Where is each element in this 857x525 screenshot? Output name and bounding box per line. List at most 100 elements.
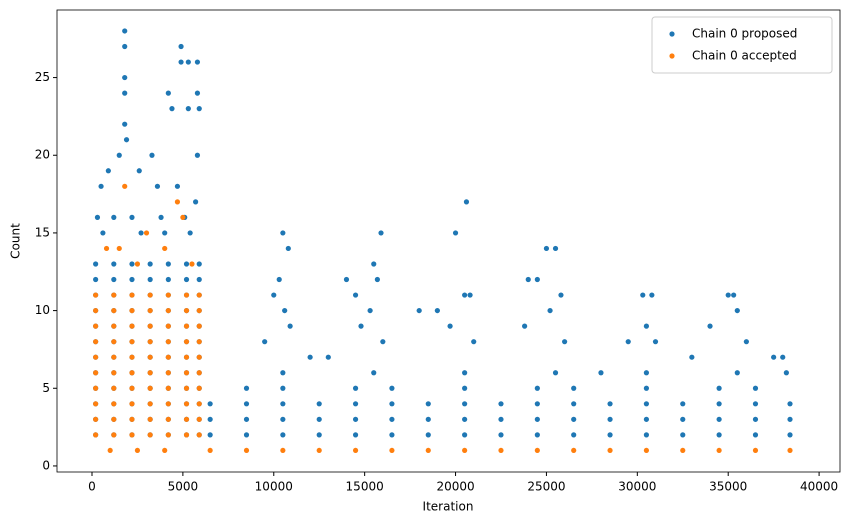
point xyxy=(389,447,395,454)
y-tick-label: 20 xyxy=(35,148,50,162)
x-tick-label: 40000 xyxy=(800,480,838,494)
legend-label: Chain 0 proposed xyxy=(692,27,797,41)
point xyxy=(143,230,150,236)
point xyxy=(425,416,431,422)
point xyxy=(416,307,422,314)
point xyxy=(93,307,99,314)
point xyxy=(196,354,202,360)
point xyxy=(716,385,722,391)
y-tick-label: 0 xyxy=(42,458,50,472)
point xyxy=(316,401,322,407)
point xyxy=(462,447,468,454)
point xyxy=(183,339,190,345)
point xyxy=(343,276,350,283)
x-tick-label: 15000 xyxy=(346,480,384,494)
point xyxy=(562,339,568,345)
point xyxy=(138,230,144,236)
point xyxy=(174,199,181,205)
point xyxy=(534,385,540,391)
y-tick-label: 5 xyxy=(42,381,50,395)
point xyxy=(185,106,191,112)
point xyxy=(447,323,453,329)
point xyxy=(640,292,646,298)
point xyxy=(780,354,786,360)
point xyxy=(147,432,153,438)
point xyxy=(194,90,201,96)
point xyxy=(165,354,171,360)
point xyxy=(129,276,135,283)
point xyxy=(643,432,650,438)
point xyxy=(725,292,731,298)
point xyxy=(280,230,286,236)
point xyxy=(707,323,713,329)
plot-frame xyxy=(56,9,841,473)
point xyxy=(129,323,135,329)
point xyxy=(93,339,99,345)
x-tick-label: 30000 xyxy=(618,480,656,494)
point xyxy=(147,339,153,345)
point xyxy=(462,432,468,438)
point xyxy=(534,401,540,407)
point xyxy=(147,261,153,267)
point xyxy=(147,385,153,391)
point xyxy=(93,416,99,422)
point xyxy=(280,432,286,438)
point xyxy=(98,183,104,189)
point xyxy=(116,245,122,252)
point xyxy=(282,307,288,314)
point xyxy=(129,261,135,267)
point xyxy=(752,447,759,454)
point xyxy=(165,90,171,96)
point xyxy=(787,432,793,438)
legend-box xyxy=(651,16,833,74)
point xyxy=(196,401,202,407)
point xyxy=(122,90,128,96)
point xyxy=(111,385,117,391)
point xyxy=(183,432,190,438)
point xyxy=(158,214,164,220)
point xyxy=(316,432,322,438)
point xyxy=(643,401,650,407)
point xyxy=(380,339,386,345)
point xyxy=(111,432,117,438)
point xyxy=(187,230,193,236)
point xyxy=(716,416,722,422)
legend-marker xyxy=(669,31,675,37)
point xyxy=(643,370,650,376)
point xyxy=(371,370,377,376)
y-tick-label: 25 xyxy=(35,70,50,84)
x-tick-label: 10000 xyxy=(255,480,293,494)
point xyxy=(649,292,655,298)
point xyxy=(93,354,99,360)
point xyxy=(196,385,202,391)
point xyxy=(180,214,186,220)
point xyxy=(147,276,153,283)
point xyxy=(425,447,431,454)
x-tick-label: 0 xyxy=(88,480,96,494)
point xyxy=(196,339,202,345)
x-tick-label: 20000 xyxy=(436,480,474,494)
point xyxy=(389,385,395,391)
point xyxy=(625,339,631,345)
point xyxy=(122,74,128,81)
point xyxy=(367,307,373,314)
point xyxy=(165,385,171,391)
point xyxy=(680,432,686,438)
point xyxy=(280,447,286,454)
point xyxy=(183,323,190,329)
point xyxy=(716,432,722,438)
point xyxy=(452,230,459,236)
x-axis-label: Iteration xyxy=(423,500,474,514)
point xyxy=(307,354,313,360)
point xyxy=(352,432,359,438)
point xyxy=(147,416,153,422)
point xyxy=(111,401,117,407)
point xyxy=(183,292,190,298)
point xyxy=(134,447,141,454)
point xyxy=(680,416,686,422)
point xyxy=(194,59,201,65)
point xyxy=(136,168,142,174)
point xyxy=(122,183,128,189)
point xyxy=(498,401,504,407)
